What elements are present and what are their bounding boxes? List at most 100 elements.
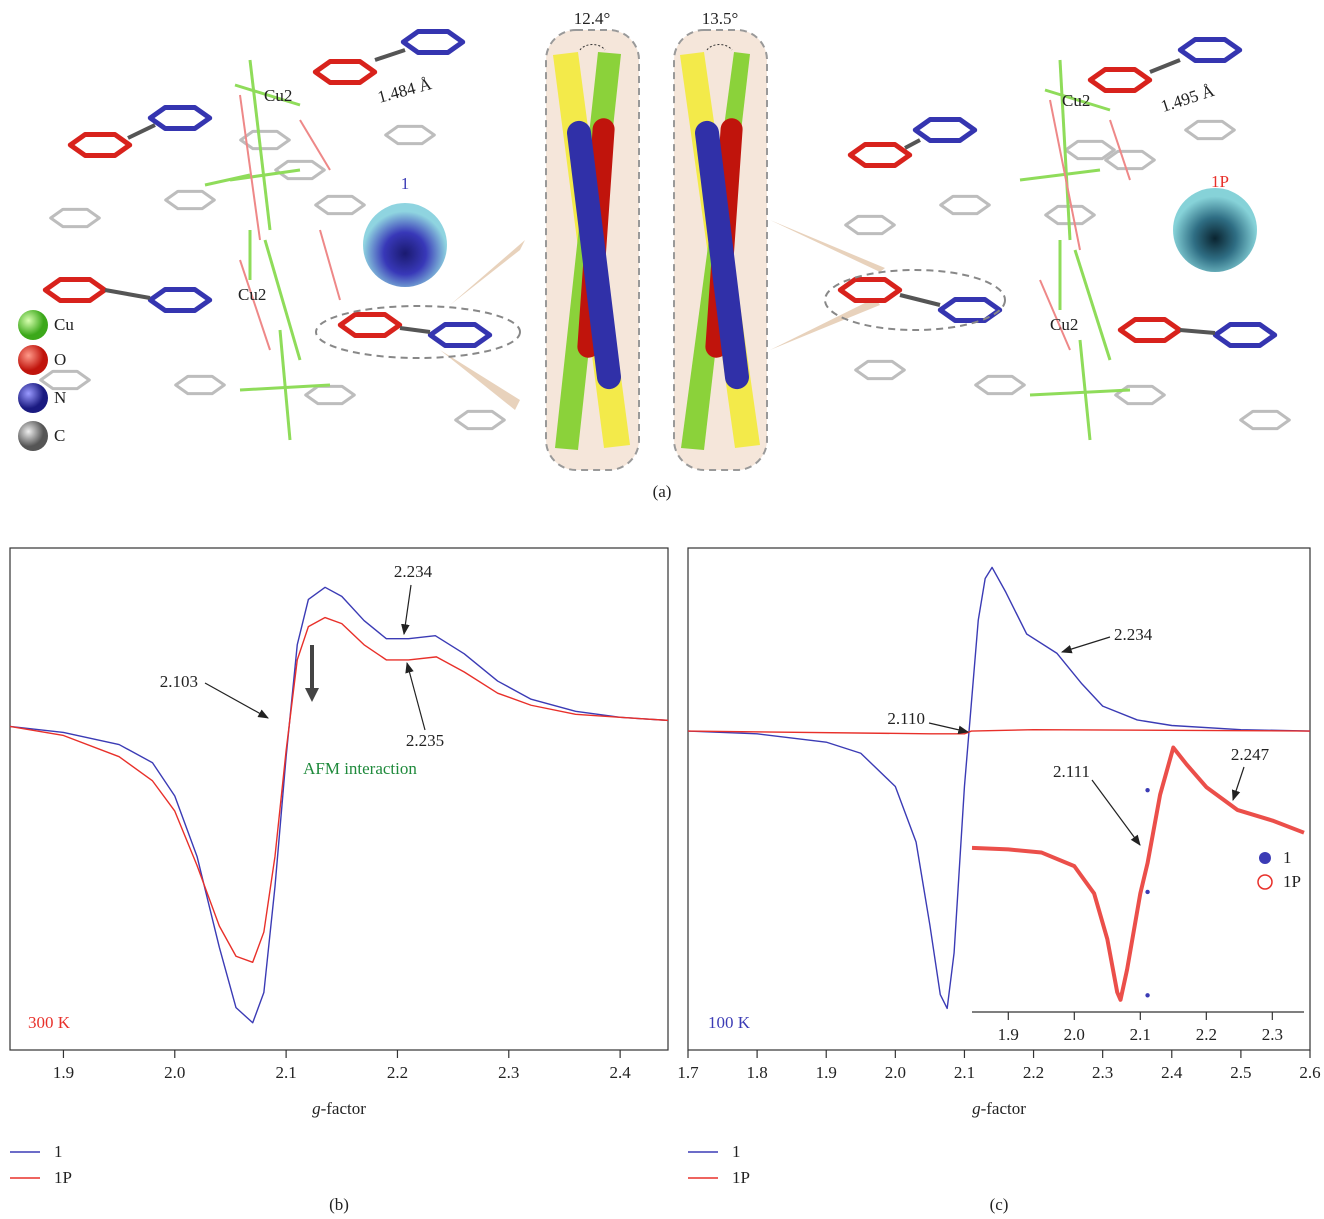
- x-tick-label: 2.2: [1196, 1025, 1217, 1044]
- annotation-arrow: [404, 585, 411, 634]
- series-line: [10, 618, 668, 963]
- ring: [315, 62, 374, 83]
- annotation-arrow: [205, 683, 268, 718]
- bond-length: 1.495 Å: [1159, 81, 1218, 116]
- bond: [240, 260, 270, 350]
- bond: [1080, 340, 1090, 440]
- crystal-photo: [1173, 188, 1257, 272]
- x-tick-label: 2.1: [275, 1063, 296, 1082]
- angle-label: 12.4°: [574, 9, 611, 28]
- annotation: 100 K: [708, 1013, 751, 1032]
- legend-label: 1: [1283, 848, 1292, 867]
- x-tick-label: 2.0: [164, 1063, 185, 1082]
- x-tick-label: 2.0: [1064, 1025, 1085, 1044]
- legend-label: Cu: [54, 315, 74, 334]
- x-tick-label: 2.6: [1299, 1063, 1320, 1082]
- bond: [400, 328, 430, 332]
- annotation: 300 K: [28, 1013, 71, 1032]
- ring: [1106, 151, 1155, 168]
- ring: [41, 371, 90, 388]
- ring: [856, 361, 905, 378]
- decrease-arrow: [305, 688, 319, 702]
- ring: [176, 376, 225, 393]
- legend-marker: [1258, 875, 1272, 889]
- x-tick-label: 2.1: [954, 1063, 975, 1082]
- x-tick-label: 1.9: [816, 1063, 837, 1082]
- bond-length: 1.484 Å: [376, 74, 435, 107]
- x-tick-label: 2.4: [610, 1063, 632, 1082]
- series-line: [972, 748, 1304, 1000]
- x-tick-label: 2.2: [1023, 1063, 1044, 1082]
- bond: [1150, 60, 1180, 72]
- bond: [905, 140, 920, 148]
- legend-label: 1P: [1283, 872, 1301, 891]
- x-tick-label: 2.3: [1262, 1025, 1283, 1044]
- legend-label: C: [54, 426, 65, 445]
- ring: [403, 32, 462, 53]
- ring: [915, 120, 974, 141]
- ring: [386, 126, 435, 143]
- x-tick-label: 1.9: [53, 1063, 74, 1082]
- ring: [1186, 121, 1235, 138]
- legend-label: 1: [732, 1142, 741, 1161]
- legend-ball: [18, 310, 48, 340]
- ring: [1090, 70, 1149, 91]
- annotation: AFM interaction: [303, 759, 417, 778]
- ring: [430, 325, 489, 346]
- ring: [340, 315, 399, 336]
- crystal-label: 1P: [1211, 172, 1229, 191]
- legend-ball: [18, 383, 48, 413]
- legend-ball: [18, 345, 48, 375]
- annotation-arrow: [407, 663, 425, 730]
- x-tick-label: 2.3: [1092, 1063, 1113, 1082]
- bond: [280, 330, 290, 440]
- x-tick-label: 2.5: [1230, 1063, 1251, 1082]
- annotation-arrow: [1233, 767, 1244, 800]
- annotation: 2.111: [1053, 762, 1090, 781]
- caption: (b): [329, 1195, 349, 1214]
- x-tick-label: 2.0: [885, 1063, 906, 1082]
- x-tick-label: 1.9: [998, 1025, 1019, 1044]
- ring: [316, 196, 365, 213]
- x-axis-label: g-factor: [312, 1099, 366, 1118]
- annotation: 2.247: [1231, 745, 1270, 764]
- bond: [205, 175, 250, 185]
- figure: 12.4° 13.5° 1.484 Å 1.495 Å Cu2 Cu2 Cu2 …: [0, 0, 1324, 1219]
- ring: [940, 300, 999, 321]
- series-line: [10, 587, 668, 1022]
- bond: [900, 295, 940, 305]
- bond: [375, 50, 405, 60]
- ring: [1180, 40, 1239, 61]
- plot-frame: [688, 548, 1310, 1050]
- ring: [941, 196, 990, 213]
- ring: [850, 145, 909, 166]
- ring: [1120, 320, 1179, 341]
- ring: [166, 191, 215, 208]
- angle-label: 13.5°: [702, 9, 739, 28]
- crystal-photo: [363, 203, 447, 287]
- data-point: [1145, 788, 1149, 792]
- ring: [70, 135, 129, 156]
- zoom-wedge: [770, 298, 880, 350]
- legend-ball: [18, 421, 48, 451]
- x-tick-label: 2.1: [1130, 1025, 1151, 1044]
- zoom-wedge: [450, 240, 525, 305]
- x-axis-label: g-factor: [972, 1099, 1026, 1118]
- molecule-drawing: [41, 32, 1290, 441]
- x-tick-label: 1.7: [677, 1063, 699, 1082]
- bond: [1020, 170, 1100, 180]
- legend-marker: [1259, 852, 1271, 864]
- annotation-arrow: [1092, 780, 1140, 845]
- bond: [105, 290, 150, 298]
- bond: [1060, 60, 1070, 240]
- ring: [1241, 411, 1290, 428]
- bond: [128, 125, 155, 138]
- ring: [840, 280, 899, 301]
- annotation: 2.110: [887, 709, 925, 728]
- annotation: 2.103: [160, 672, 198, 691]
- x-tick-label: 1.8: [746, 1063, 767, 1082]
- bond: [320, 230, 340, 300]
- caption: (c): [990, 1195, 1009, 1214]
- ring: [45, 280, 104, 301]
- annotation: 2.234: [1114, 625, 1153, 644]
